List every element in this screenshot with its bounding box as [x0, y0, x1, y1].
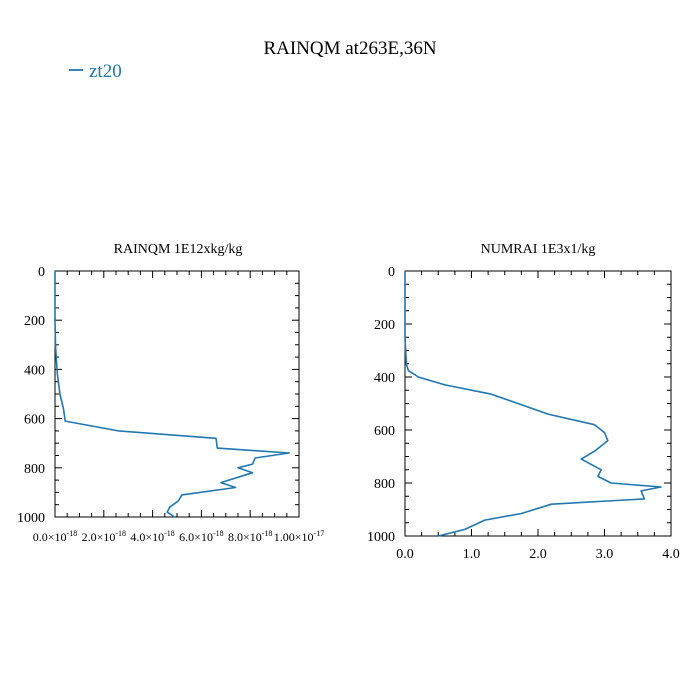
numrai-ytick-label: 800 — [374, 477, 395, 492]
rainqm-xtick-label-base: 8.0×10 — [228, 530, 262, 544]
numrai-xtick-label: 1.0 — [463, 547, 481, 562]
numrai-ytick-label: 600 — [374, 424, 395, 439]
numrai-ytick-label: 200 — [374, 318, 395, 333]
rainqm-xtick-label: 6.0×10-18 — [179, 529, 223, 544]
numrai-xtick-label: 3.0 — [596, 547, 614, 562]
numrai-panel-title: NUMRAI 1E3x1/kg — [481, 242, 596, 257]
numrai-ytick-label: 400 — [374, 371, 395, 386]
legend: zt20 — [69, 61, 122, 82]
rainqm-panel: RAINQM 1E12xkg/kg 0 200 400 600 800 1000 0.0×1… — [17, 242, 324, 544]
rainqm-xtick-label-base: 1.00×10 — [274, 530, 314, 544]
legend-label: zt20 — [89, 61, 122, 82]
rainqm-xtick-label: 8.0×10-18 — [228, 529, 272, 544]
numrai-ytick-label: 1000 — [367, 530, 395, 545]
rainqm-xtick-label-exponent: -18 — [67, 529, 78, 538]
figure-title: RAINQM at263E,36N — [263, 38, 436, 59]
rainqm-xtick-label: 4.0×10-18 — [130, 529, 174, 544]
numrai-series-line-zt20 — [404, 271, 662, 537]
rainqm-xtick-label: 0.0×10-18 — [33, 529, 77, 544]
rainqm-xtick-label-base: 4.0×10 — [130, 530, 164, 544]
rainqm-ytick-label: 600 — [24, 413, 45, 428]
rainqm-ytick-label: 1000 — [17, 511, 45, 526]
rainqm-ytick-label: 400 — [24, 363, 45, 378]
rainqm-xtick-label-exponent: -17 — [314, 529, 325, 538]
rainqm-xtick-label-exponent: -18 — [164, 529, 175, 538]
numrai-ytick-label: 0 — [388, 265, 395, 280]
rainqm-xtick-label-exponent: -18 — [115, 529, 126, 538]
rainqm-ytick-label: 0 — [38, 265, 45, 280]
rainqm-xtick-label-base: 2.0×10 — [82, 530, 116, 544]
numrai-xtick-label: 2.0 — [529, 547, 547, 562]
rainqm-series-line-zt20 — [54, 271, 291, 518]
rainqm-xtick-label-base: 6.0×10 — [179, 530, 213, 544]
rainqm-xtick-label-exponent: -18 — [213, 529, 224, 538]
rainqm-xtick-label: 1.00×10-17 — [274, 529, 324, 544]
rainqm-xtick-label-exponent: -18 — [262, 529, 273, 538]
rainqm-panel-title: RAINQM 1E12xkg/kg — [114, 242, 243, 257]
rainqm-xtick-label-base: 0.0×10 — [33, 530, 67, 544]
rainqm-xtick-label: 2.0×10-18 — [82, 529, 126, 544]
numrai-xtick-label: 0.0 — [396, 547, 414, 562]
rainqm-ytick-label: 800 — [24, 462, 45, 477]
rainqm-ytick-label: 200 — [24, 314, 45, 329]
numrai-xtick-label: 4.0 — [662, 547, 680, 562]
